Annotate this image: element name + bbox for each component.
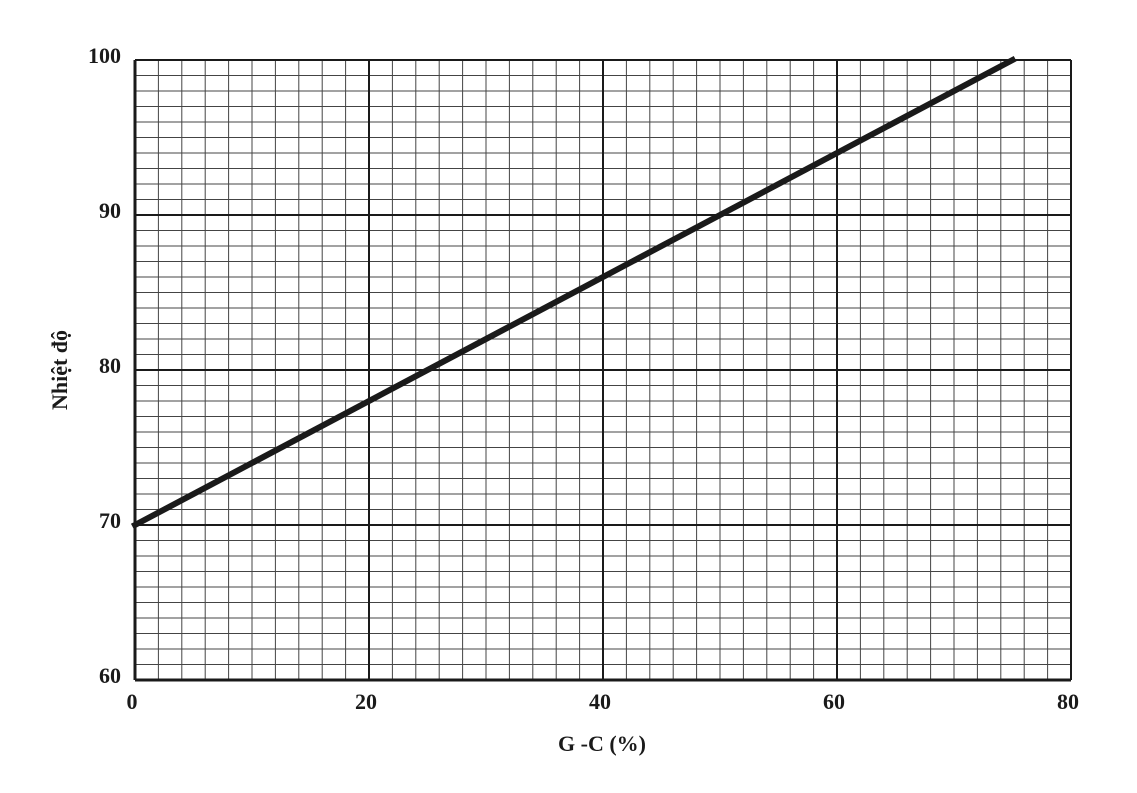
y-tick-label: 70 (99, 508, 121, 533)
x-tick-label: 0 (127, 689, 138, 714)
y-tick-label: 90 (99, 198, 121, 223)
y-tick-label: 60 (99, 663, 121, 688)
x-tick-label: 60 (823, 689, 845, 714)
x-tick-label: 20 (355, 689, 377, 714)
x-tick-label: 40 (589, 689, 611, 714)
y-axis-label: Nhiệt độ (47, 330, 72, 410)
data-line (130, 55, 1017, 530)
x-axis-label: G -C (%) (558, 731, 646, 756)
y-tick-label: 100 (88, 43, 121, 68)
x-tick-label: 80 (1057, 689, 1079, 714)
y-tick-label: 80 (99, 353, 121, 378)
